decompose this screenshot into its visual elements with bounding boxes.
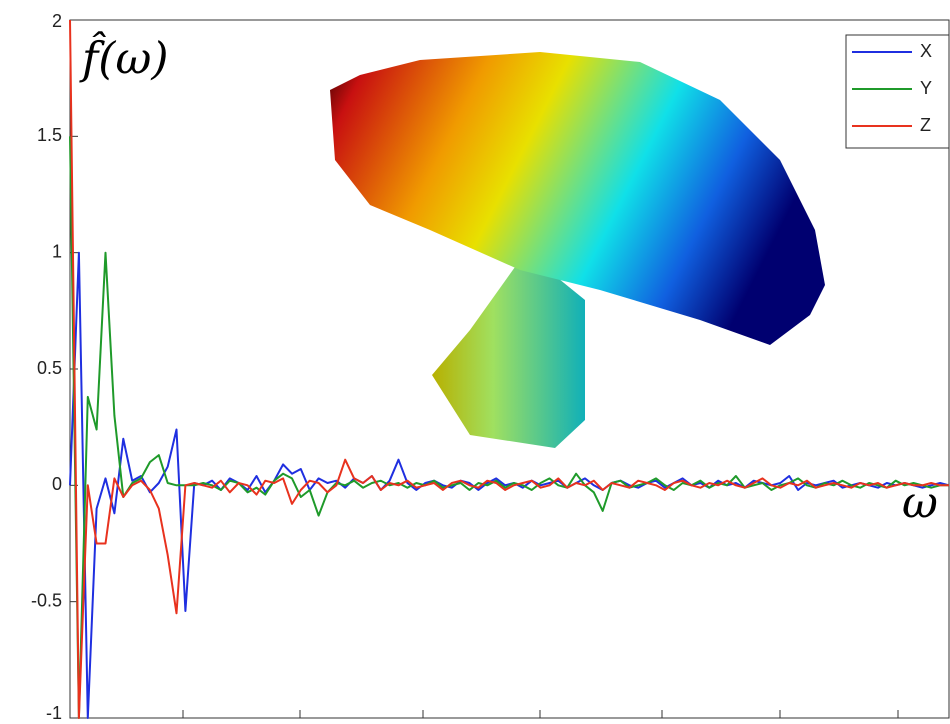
y-tick-label: 1.5 — [37, 125, 62, 145]
y-tick-label: -1 — [46, 703, 62, 723]
y-tick-label: -0.5 — [31, 590, 62, 610]
legend-box — [845, 34, 950, 149]
series-line — [69, 136, 949, 719]
mushroom-inset — [330, 52, 825, 448]
legend-label: Y — [920, 78, 932, 98]
y-tick-label: 0.5 — [37, 358, 62, 378]
series-line — [69, 19, 949, 719]
y-axis-label: f̂(ω) — [79, 30, 169, 85]
legend-label: X — [920, 41, 932, 61]
x-tick-marks — [182, 710, 899, 718]
y-tick-label: 1 — [52, 241, 62, 261]
mushroom-cap — [330, 52, 825, 345]
y-tick-label: 2 — [52, 11, 62, 31]
legend-label: Z — [920, 115, 931, 135]
y-tick-label: 0 — [52, 474, 62, 494]
mushroom-stem — [432, 260, 585, 448]
x-axis-label: ω — [902, 478, 938, 529]
